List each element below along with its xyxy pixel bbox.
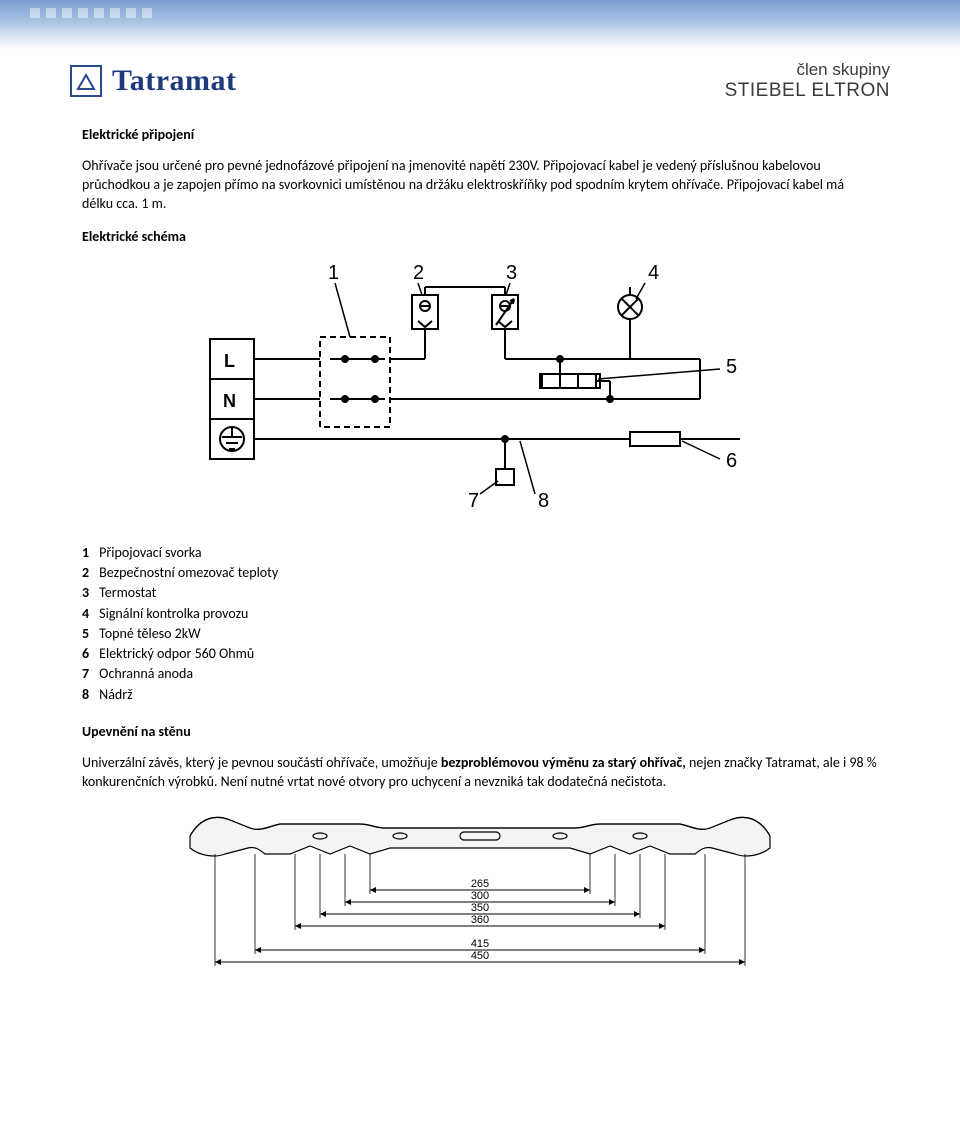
deco-square (94, 8, 104, 18)
deco-square (30, 8, 40, 18)
section-mounting-para: Univerzální závěs, který je pevnou součá… (82, 754, 878, 792)
mounting-bracket-diagram: 265 300 350 360 415 450 (82, 806, 878, 980)
deco-square (110, 8, 120, 18)
logo-text: Tatramat (112, 64, 237, 98)
logo-mark-icon (70, 65, 102, 97)
deco-square (126, 8, 136, 18)
terminal-l-label: L (224, 351, 235, 371)
deco-square (78, 8, 88, 18)
legend-item: 4 Signální kontrolka provozu (82, 604, 878, 624)
legend-item: 7 Ochranná anoda (82, 664, 878, 684)
callout-2: 2 (413, 262, 424, 284)
section-title-connection: Elektrické připojení (82, 126, 878, 143)
section-title-mounting: Upevnění na stěnu (82, 723, 878, 740)
legend-item: 6 Elektrický odpor 560 Ohmů (82, 644, 878, 664)
schematic-legend: 1 Připojovací svorka 2 Bezpečnostní omez… (82, 543, 878, 705)
legend-item: 3 Termostat (82, 583, 878, 603)
member-line2: STIEBEL ELTRON (725, 80, 890, 102)
legend-item: 2 Bezpečnostní omezovač teploty (82, 563, 878, 583)
section-connection-para: Ohřívače jsou určené pro pevné jednofázo… (82, 157, 878, 214)
logo: Tatramat (70, 64, 237, 98)
callout-1: 1 (328, 262, 339, 284)
dim-415: 415 (471, 938, 489, 950)
dim-265: 265 (471, 878, 489, 890)
header-gradient-banner (0, 0, 960, 50)
dim-350: 350 (471, 902, 489, 914)
brand-row: Tatramat člen skupiny STIEBEL ELTRON (0, 50, 960, 126)
terminal-n-label: N (223, 391, 236, 411)
electrical-schematic-diagram: L N (82, 259, 878, 523)
dim-450: 450 (471, 950, 489, 962)
legend-item: 8 Nádrž (82, 685, 878, 705)
dim-360: 360 (471, 914, 489, 926)
deco-square (142, 8, 152, 18)
callout-4: 4 (648, 262, 659, 284)
dim-300: 300 (471, 890, 489, 902)
section-title-schematic: Elektrické schéma (82, 228, 878, 245)
callout-5: 5 (726, 356, 737, 378)
deco-square (62, 8, 72, 18)
legend-item: 1 Připojovací svorka (82, 543, 878, 563)
member-line1: člen skupiny (725, 60, 890, 80)
member-of-group: člen skupiny STIEBEL ELTRON (725, 60, 890, 102)
callout-3: 3 (506, 262, 517, 284)
deco-square (46, 8, 56, 18)
callout-7: 7 (468, 490, 479, 512)
legend-item: 5 Topné těleso 2kW (82, 624, 878, 644)
callout-8: 8 (538, 490, 549, 512)
callout-6: 6 (726, 450, 737, 472)
